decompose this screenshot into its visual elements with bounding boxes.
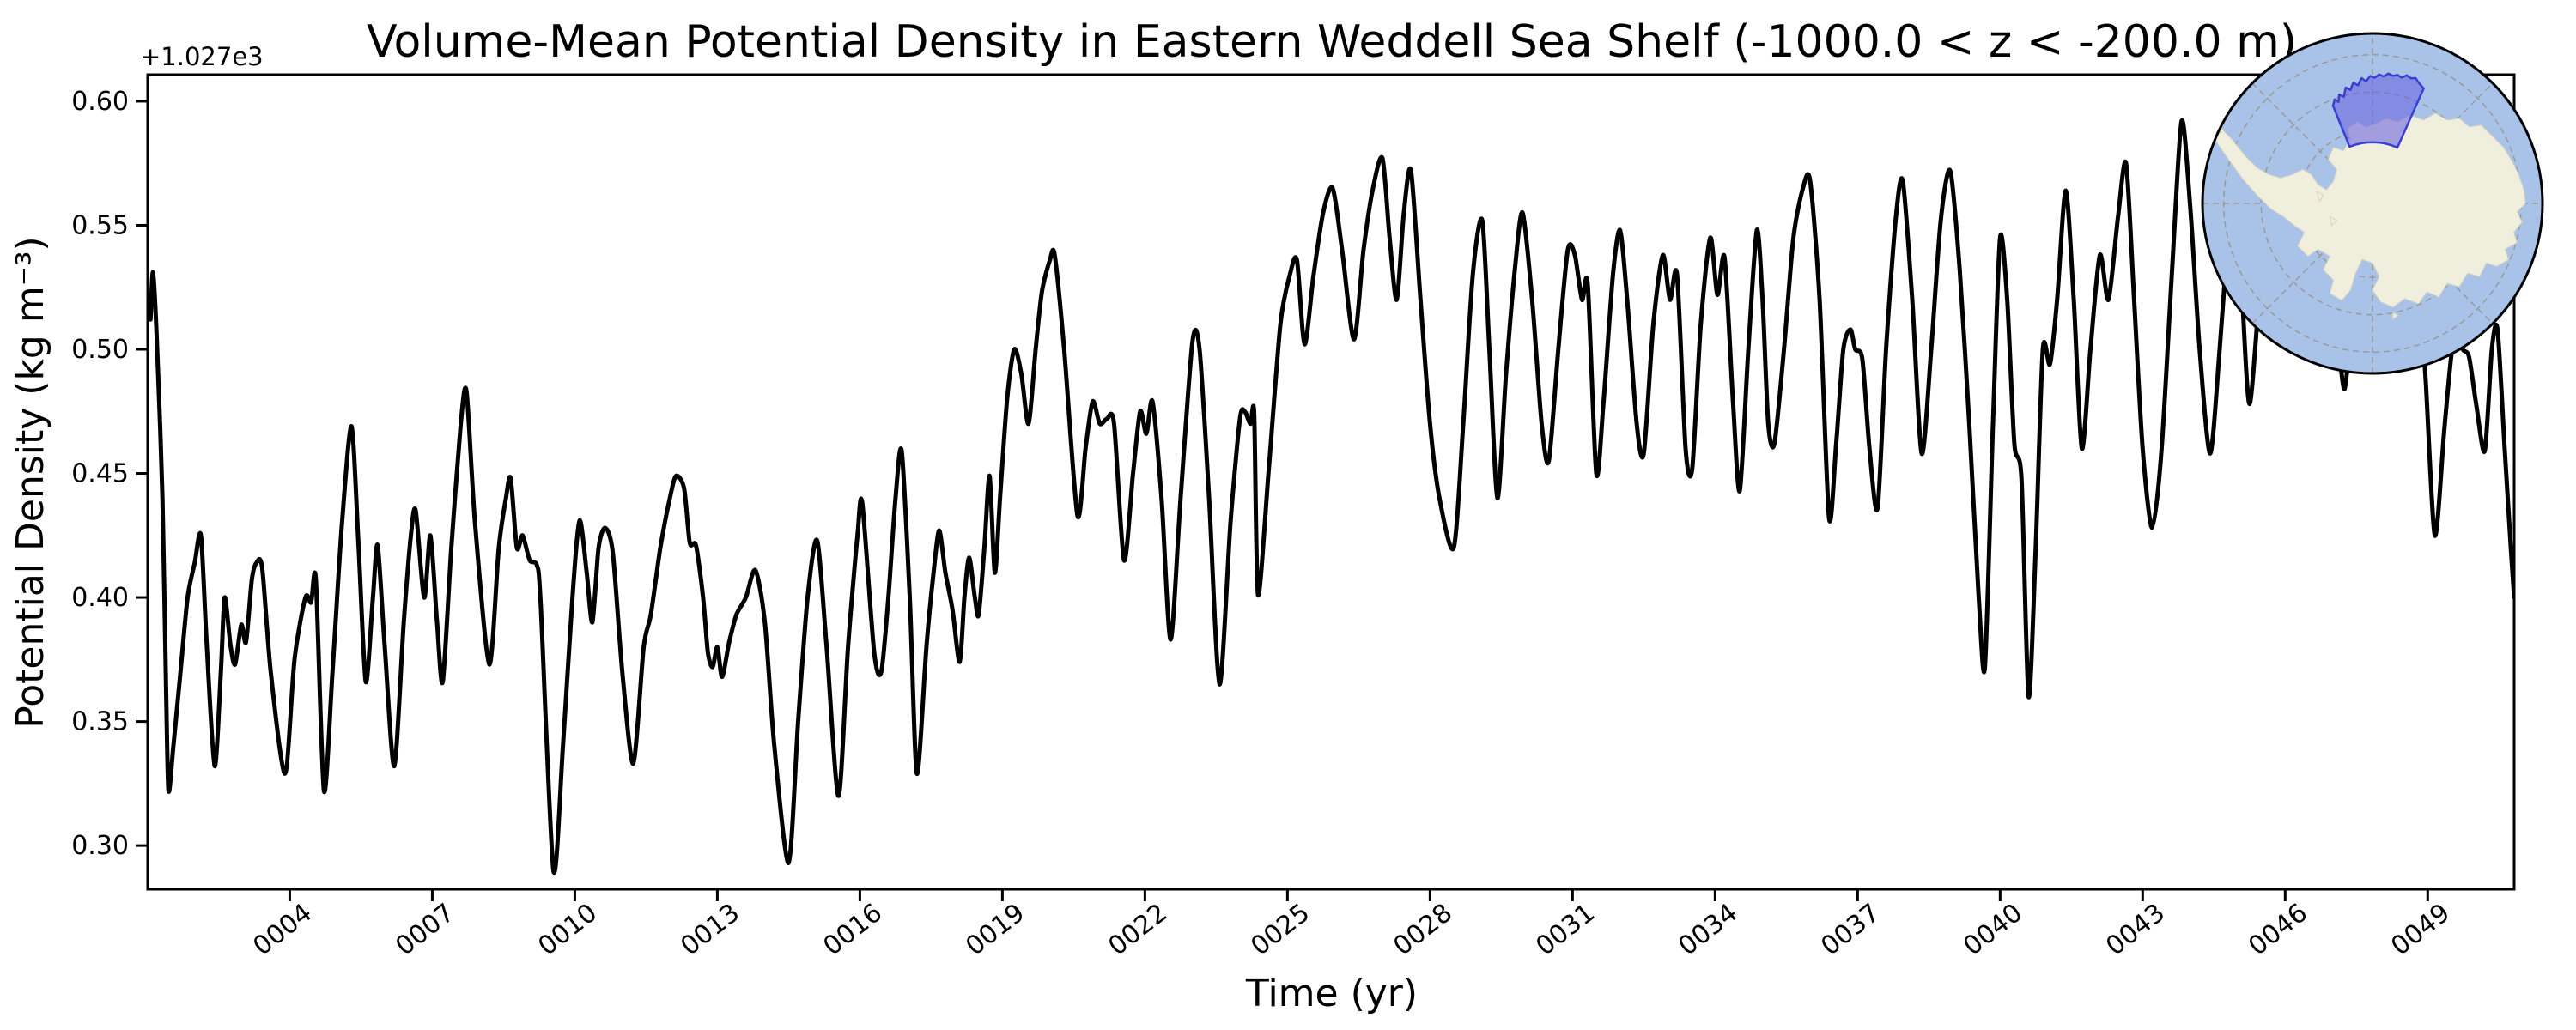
- x-tick-label: 0004: [247, 898, 318, 962]
- x-tick-label: 0049: [2385, 898, 2456, 962]
- density-line-series: [149, 118, 2513, 876]
- x-tick-label: 0028: [1388, 898, 1458, 962]
- antarctica-landmass: [2210, 112, 2526, 308]
- x-tick-label: 0022: [1103, 898, 1173, 962]
- x-axis-ticks: 0004 0007 0010 0013 0016 0019 0022 0025 0028 0031…: [247, 889, 2456, 962]
- x-tick-label: 0007: [390, 898, 460, 962]
- y-tick-label: 0.35: [71, 707, 129, 737]
- x-tick-label: 0013: [675, 898, 745, 962]
- x-tick-label: 0019: [960, 898, 1030, 962]
- y-tick-label: 0.30: [71, 831, 129, 861]
- chart-title: Volume-Mean Potential Density in Eastern…: [367, 16, 2297, 68]
- axes-spines: [146, 73, 2516, 891]
- x-tick-label: 0016: [817, 898, 888, 962]
- x-tick-label: 0043: [2100, 898, 2171, 962]
- inset-antarctica-map: [2201, 32, 2544, 375]
- y-tick-label: 0.50: [71, 335, 129, 365]
- y-tick-label: 0.55: [71, 210, 129, 240]
- x-tick-label: 0037: [1815, 898, 1886, 962]
- weddell-shelf-region: [2331, 72, 2425, 149]
- island: [2329, 215, 2338, 227]
- x-tick-label: 0046: [2243, 898, 2313, 962]
- x-tick-label: 0034: [1673, 898, 1743, 962]
- x-tick-label: 0010: [532, 898, 603, 962]
- x-axis-label: Time (yr): [1245, 972, 1418, 1015]
- y-axis-ticks: 0.60 0.55 0.50 0.45 0.40 0.35 0.30: [71, 87, 148, 861]
- y-axis-label: Potential Density (kg m⁻³): [9, 236, 52, 728]
- x-tick-label: 0025: [1245, 898, 1315, 962]
- island: [2315, 191, 2324, 203]
- y-axis-offset-label: +1.027e3: [140, 42, 264, 71]
- y-tick-label: 0.40: [71, 583, 129, 613]
- inset-content: [2202, 33, 2543, 373]
- island: [2392, 311, 2399, 320]
- y-tick-label: 0.45: [71, 459, 129, 489]
- x-tick-label: 0040: [1958, 898, 2028, 962]
- y-tick-label: 0.60: [71, 87, 129, 117]
- inset-rim: [2201, 32, 2544, 375]
- x-tick-label: 0031: [1530, 898, 1601, 962]
